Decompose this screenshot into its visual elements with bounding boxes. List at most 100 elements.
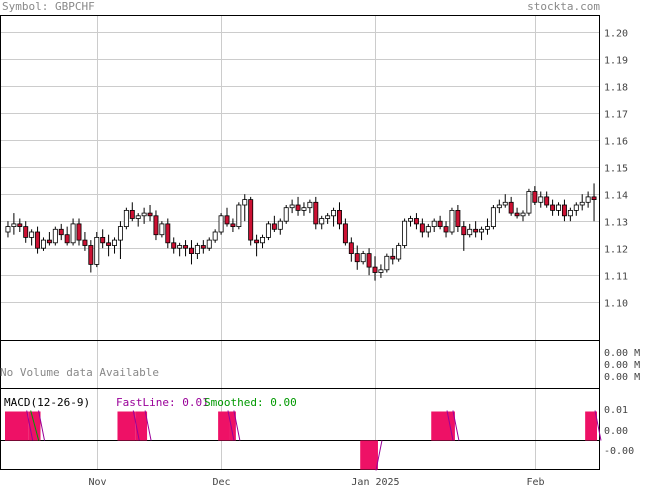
candle-body	[17, 223, 23, 227]
x-tick-label: Feb	[526, 477, 544, 486]
volume-tick-label: 0.00 M	[604, 372, 640, 383]
candle-body	[189, 247, 194, 254]
candle-body	[295, 204, 301, 211]
candle-body	[443, 226, 449, 233]
macd-lines	[26, 410, 602, 471]
candle-body	[437, 220, 443, 227]
candle-body	[502, 201, 508, 206]
candle-body	[461, 226, 467, 236]
candle-body	[82, 239, 88, 246]
candle-body	[526, 191, 532, 214]
candle-body	[153, 215, 159, 236]
y-tick-label: 1.14	[604, 191, 628, 202]
y-tick-label: 1.11	[604, 272, 628, 283]
candle-body	[579, 201, 585, 206]
macd-smoothed-label: Smoothed: 0.00	[204, 396, 297, 409]
candle-body	[354, 253, 360, 263]
candle-body	[212, 231, 218, 241]
candle-body	[177, 245, 183, 249]
candle-body	[194, 245, 200, 254]
site-watermark: stockta.com	[527, 0, 600, 13]
volume-notice: No Volume data Available	[0, 366, 159, 379]
y-tick-label: 1.12	[604, 245, 628, 256]
macd-fastline	[26, 410, 34, 441]
candle-body	[206, 239, 212, 249]
candle-body	[307, 201, 313, 209]
macd-fastline	[227, 410, 235, 441]
candle-body	[544, 196, 550, 206]
candle-body	[123, 209, 129, 227]
volume-tick-label: 0.00 M	[604, 360, 640, 371]
macd-fastline	[132, 410, 140, 441]
candle-body	[337, 209, 342, 225]
macd-panel-frame	[0, 388, 600, 470]
candle-body	[325, 215, 331, 219]
candle-body	[520, 212, 526, 217]
volume-panel-frame	[0, 340, 600, 389]
candle-body	[331, 209, 337, 217]
candle-body	[100, 236, 106, 244]
macd-fastline	[594, 410, 602, 441]
x-tick-label: Dec	[212, 477, 230, 486]
y-tick-label: 1.19	[604, 56, 628, 67]
candle-body	[64, 234, 70, 244]
candle-body	[585, 196, 591, 203]
candle-body	[183, 245, 189, 249]
volume-tick-label: 0.00 M	[604, 348, 640, 359]
candle-body	[283, 207, 289, 222]
candle-body	[342, 223, 348, 244]
candle-body	[538, 196, 544, 203]
candle-body	[496, 204, 502, 209]
candle-body	[419, 223, 425, 233]
candlestick-series	[5, 183, 597, 281]
candle-body	[70, 223, 76, 244]
candle-body	[52, 228, 58, 244]
candle-body	[260, 236, 265, 244]
candle-body	[254, 239, 260, 244]
candle-body	[479, 228, 485, 233]
macd-bar	[449, 411, 455, 441]
macd-bar	[117, 411, 136, 441]
x-tick-label: Nov	[88, 477, 106, 486]
candle-body	[129, 209, 135, 219]
macd-bar	[229, 411, 236, 441]
candle-body	[561, 204, 567, 217]
candle-body	[147, 212, 153, 217]
candle-body	[106, 242, 112, 246]
candle-body	[76, 223, 82, 241]
candle-body	[508, 201, 514, 214]
y-tick-label: 1.16	[604, 137, 628, 148]
candle-body	[485, 226, 490, 230]
candle-body	[591, 196, 597, 200]
macd-bar	[431, 411, 449, 441]
macd-bar	[218, 411, 230, 441]
candle-body	[141, 212, 147, 217]
candle-body	[58, 228, 64, 236]
candle-body	[277, 220, 283, 230]
candle-body	[117, 226, 123, 241]
price-panel-frame	[0, 15, 600, 341]
candle-body	[532, 191, 538, 203]
candle-body	[23, 226, 29, 238]
candle-body	[35, 231, 41, 249]
candle-body	[41, 239, 46, 249]
price-axis: 1.10 1.11 1.12 1.13 1.14 1.15 1.16 1.17 1.18 1.19…	[604, 29, 628, 310]
candle-body	[431, 220, 437, 227]
candle-body	[230, 223, 236, 227]
candle-body	[396, 245, 402, 260]
candle-body	[313, 201, 319, 225]
candle-body	[366, 253, 372, 268]
candle-body	[46, 239, 52, 244]
macd-fastline	[446, 410, 454, 441]
candle-body	[425, 226, 431, 233]
macd-fastline	[233, 410, 241, 441]
macd-fastline-label: FastLine: 0.01	[116, 396, 209, 409]
candle-body	[248, 199, 254, 241]
candle-body	[573, 204, 579, 211]
candle-body	[408, 218, 413, 222]
candle-body	[159, 223, 165, 236]
candle-body	[490, 207, 496, 227]
macd-tick-label: -0.00	[604, 446, 634, 457]
candle-body	[514, 212, 520, 217]
